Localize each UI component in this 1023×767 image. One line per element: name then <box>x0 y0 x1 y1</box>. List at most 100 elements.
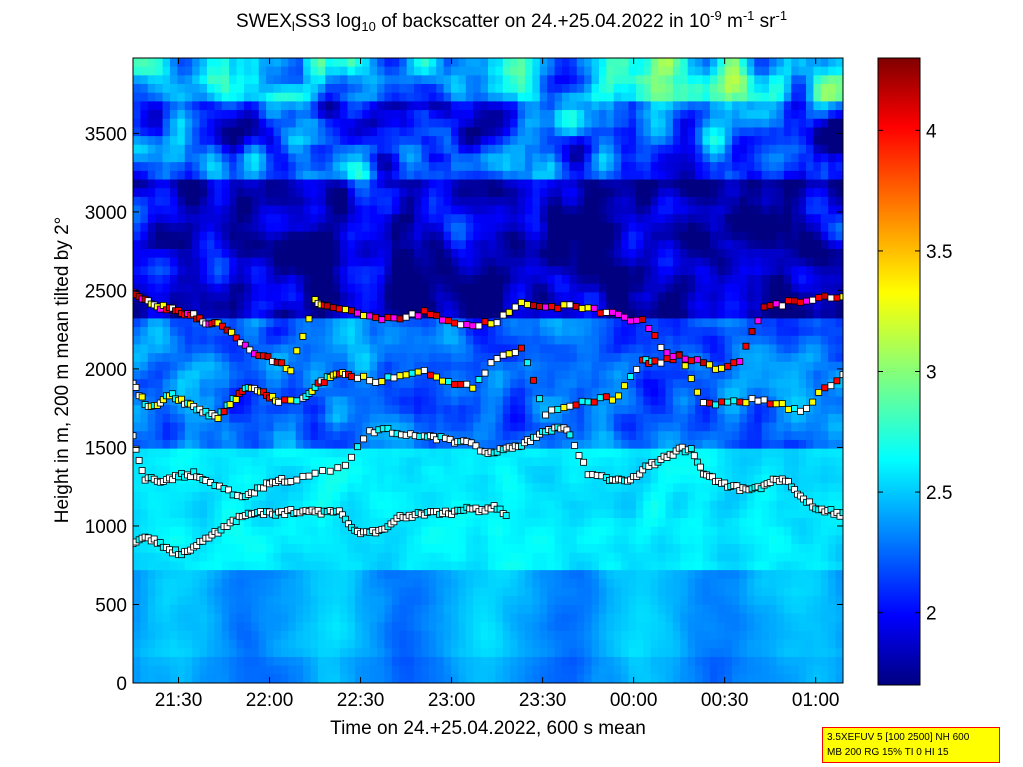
heatmap-cell <box>598 196 607 207</box>
heatmap-cell <box>147 214 156 224</box>
heatmap-cell <box>206 144 215 155</box>
heatmap-cell <box>783 266 792 276</box>
heatmap-cell <box>436 483 445 493</box>
heatmap-cell <box>739 266 748 276</box>
heatmap-cell <box>169 266 178 276</box>
heatmap-cell <box>584 465 593 476</box>
heatmap-cell <box>184 318 193 328</box>
heatmap-cell <box>517 474 526 484</box>
heatmap-cell <box>613 457 622 467</box>
heatmap-cell <box>199 266 208 276</box>
heatmap-cell <box>672 170 681 181</box>
heatmap-cell <box>147 448 156 458</box>
heatmap-cell <box>635 379 644 389</box>
heatmap-cell <box>184 465 193 476</box>
heatmap-cell <box>621 127 630 137</box>
heatmap-cell <box>754 188 763 198</box>
heatmap-cell <box>547 448 556 458</box>
heatmap-cell <box>184 110 193 120</box>
heatmap-cell <box>672 275 681 285</box>
heatmap-cell <box>635 222 644 233</box>
heatmap-cell <box>147 248 156 259</box>
heatmap-cell <box>133 257 141 267</box>
heatmap-cell <box>488 387 496 398</box>
heatmap-cell <box>377 361 386 372</box>
heatmap-cell <box>169 205 178 215</box>
heatmap-cell <box>739 162 748 172</box>
heatmap-cell <box>798 353 807 363</box>
heatmap-cell <box>569 214 578 224</box>
heatmap-cell <box>133 318 141 328</box>
heatmap-cell <box>672 240 681 250</box>
heatmap-cell <box>798 179 807 189</box>
heatmap-cell <box>724 344 733 354</box>
heatmap-cell <box>584 327 593 337</box>
heatmap-cell <box>769 58 778 68</box>
heatmap-cell <box>665 222 674 233</box>
heatmap-cell <box>288 500 297 510</box>
heatmap-cell <box>465 92 474 102</box>
heatmap-cell <box>288 292 297 302</box>
heatmap-cell <box>221 361 230 372</box>
heatmap-cell <box>273 214 282 224</box>
heatmap-cell <box>532 248 541 259</box>
heatmap-cell <box>362 344 371 354</box>
heatmap-cell <box>724 422 733 432</box>
heatmap-cell <box>702 353 711 363</box>
heatmap-cell <box>236 465 245 476</box>
heatmap-cell <box>835 500 843 510</box>
heatmap-cell <box>643 66 652 76</box>
heatmap-cell <box>184 431 193 441</box>
heatmap-cell <box>806 110 815 120</box>
heatmap-cell <box>702 492 711 502</box>
heatmap-cell <box>613 465 622 476</box>
heatmap-cell <box>317 309 326 320</box>
heatmap-cell <box>414 118 423 129</box>
heatmap-cell <box>480 492 489 502</box>
heatmap-cell <box>524 66 533 76</box>
heatmap-cell <box>495 188 504 198</box>
heatmap-cell <box>783 309 792 320</box>
heatmap-cell <box>732 127 741 137</box>
heatmap-cell <box>643 439 652 450</box>
heatmap-cell <box>273 283 282 293</box>
heatmap-cell <box>199 422 208 432</box>
heatmap-cell <box>458 266 467 276</box>
heatmap-cell <box>806 439 815 450</box>
heatmap-cell <box>532 196 541 207</box>
heatmap-cell <box>776 335 785 346</box>
heatmap-cell <box>414 344 423 354</box>
heatmap-cell <box>672 101 681 111</box>
heatmap-cell <box>480 353 489 363</box>
heatmap-cell <box>672 474 681 484</box>
heatmap-cell <box>584 283 593 293</box>
heatmap-cell <box>532 136 541 146</box>
heatmap-cell <box>643 318 652 328</box>
heatmap-cell <box>502 214 511 224</box>
heatmap-cell <box>295 170 304 181</box>
heatmap-cell <box>273 370 282 380</box>
heatmap-cell <box>340 222 349 233</box>
heatmap-cell <box>569 422 578 432</box>
heatmap-cell <box>746 162 755 172</box>
heatmap-cell <box>273 448 282 458</box>
heatmap-cell <box>732 205 741 215</box>
heatmap-cell <box>421 318 430 328</box>
heatmap-cell <box>769 431 778 441</box>
heatmap-cell <box>813 248 822 259</box>
heatmap-cell <box>473 248 482 259</box>
heatmap-cell <box>754 500 763 510</box>
heatmap-cell <box>451 283 460 293</box>
heatmap-cell <box>303 101 312 111</box>
heatmap-cell <box>732 257 741 267</box>
heatmap-cell <box>288 335 297 346</box>
heatmap-cell <box>650 136 659 146</box>
heatmap-cell <box>465 66 474 76</box>
heatmap-cell <box>347 405 356 415</box>
heatmap-cell <box>732 327 741 337</box>
heatmap-cell <box>303 84 312 94</box>
heatmap-cell <box>621 136 630 146</box>
heatmap-cell <box>628 492 637 502</box>
heatmap-cell <box>783 275 792 285</box>
heatmap-cell <box>798 144 807 155</box>
